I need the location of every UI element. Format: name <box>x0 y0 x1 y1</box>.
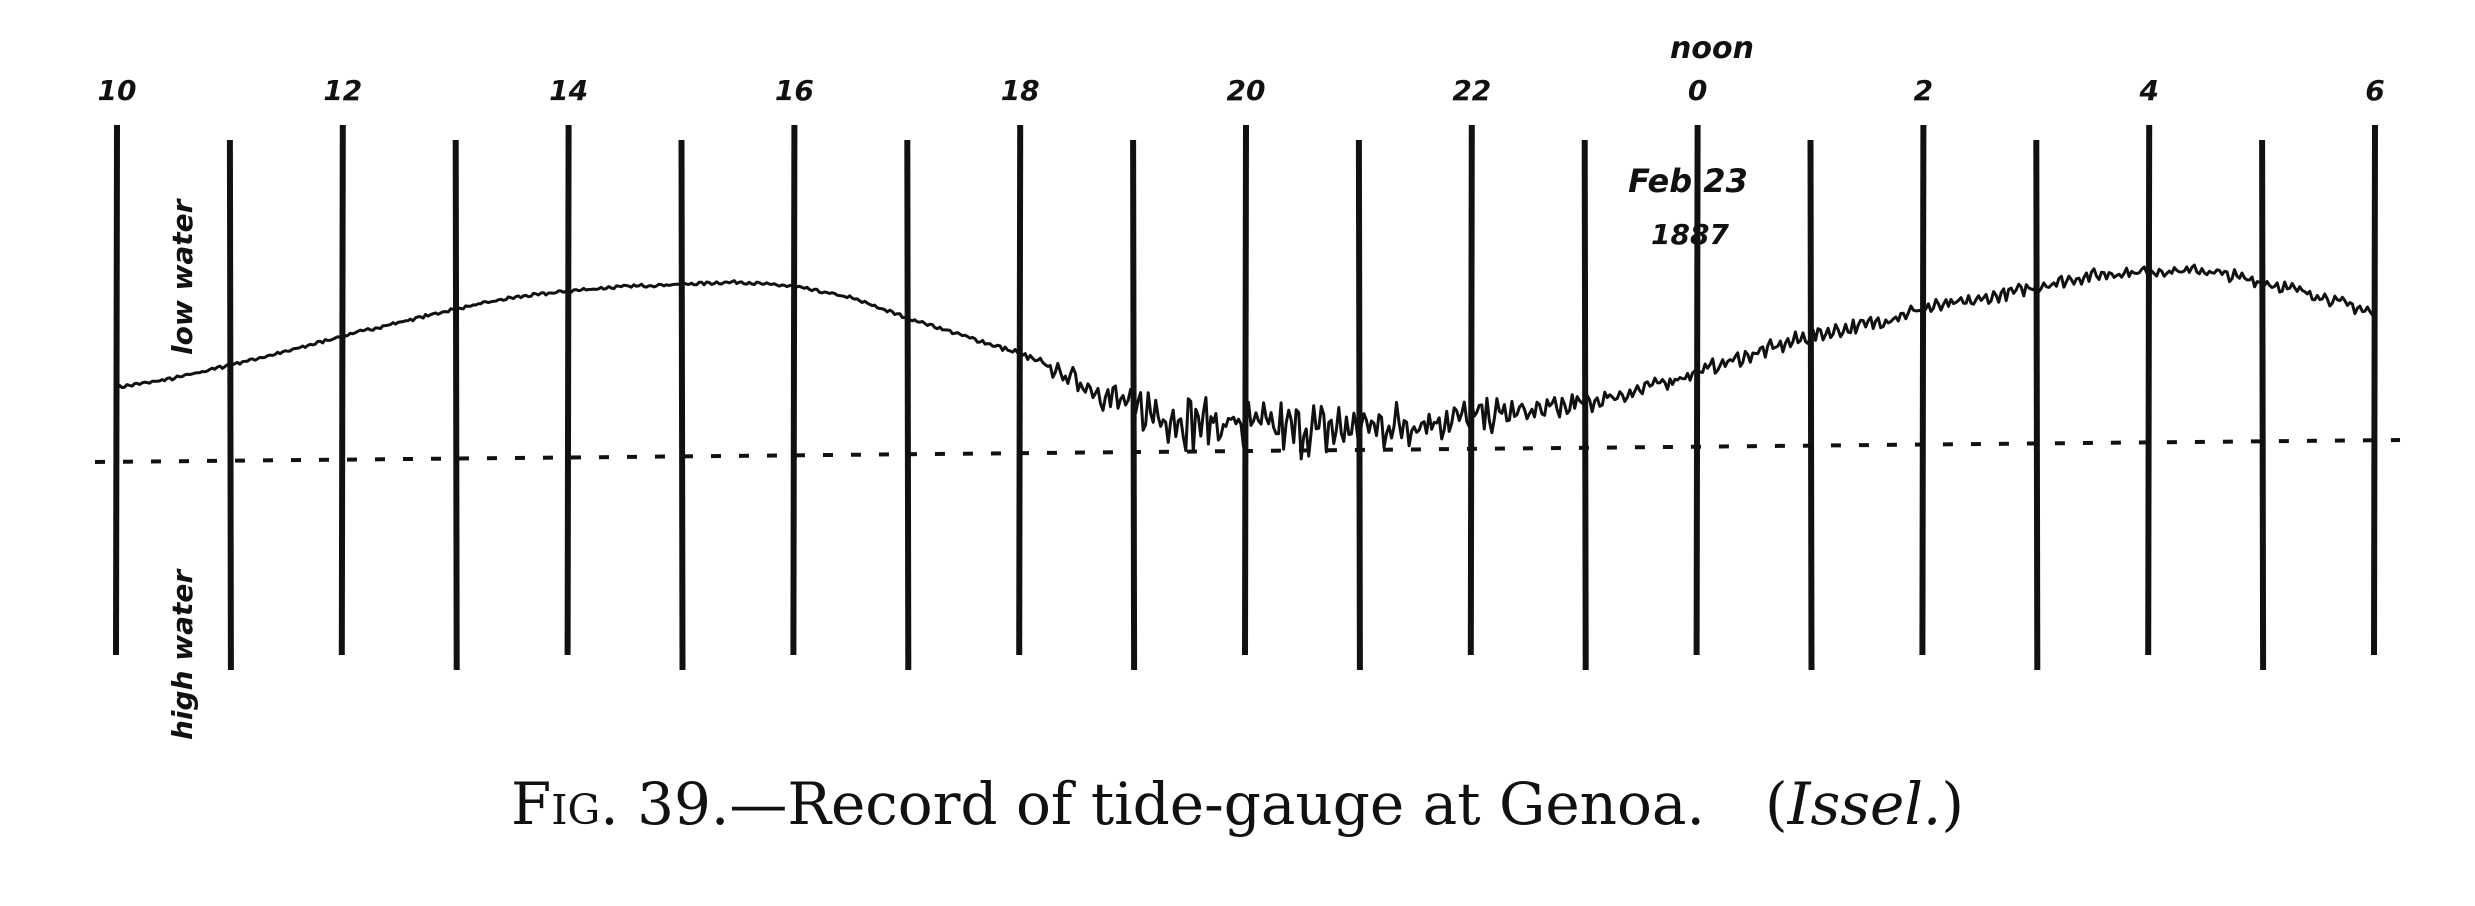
tide-trace <box>115 263 2377 461</box>
figure-number: Fig. 39. <box>511 770 730 838</box>
hour-line <box>1693 124 1701 656</box>
caption-credit: (Issel.) <box>1764 770 1964 838</box>
hour-tick-label: 10 <box>98 74 137 107</box>
noon-label: noon <box>1670 31 1754 66</box>
hour-line <box>678 139 686 671</box>
hour-line <box>1355 139 1363 671</box>
hour-line <box>790 124 798 656</box>
hour-tick-label: 16 <box>775 74 814 107</box>
hour-tick-label: 6 <box>2365 74 2384 107</box>
hour-line <box>904 139 912 671</box>
hour-tick-label: 2 <box>1914 74 1933 107</box>
date-label-year: 1887 <box>1651 218 1729 251</box>
hour-line <box>2259 139 2267 671</box>
hour-line <box>338 124 346 656</box>
figure-caption: Fig. 39.—Record of tide-gauge at Genoa. (… <box>0 770 2475 838</box>
datum-line <box>94 438 2401 464</box>
hour-tick-label: 22 <box>1452 74 1491 107</box>
hour-line <box>2145 124 2153 656</box>
hour-line <box>564 124 572 656</box>
hour-line <box>226 139 234 671</box>
hour-tick-labels: 10 12 14 16 18 20 22 0 2 4 6 <box>98 74 2385 107</box>
high-water-label: high water <box>166 568 199 740</box>
hour-tick-label: 4 <box>2138 74 2158 107</box>
hour-gridlines <box>113 124 2378 671</box>
hour-line <box>2371 124 2378 656</box>
hour-line <box>1242 124 1249 656</box>
hour-tick-label: 18 <box>1001 74 1040 107</box>
hour-tick-label: 0 <box>1688 74 1707 107</box>
hour-line <box>1016 124 1024 656</box>
hour-line <box>1807 139 1815 671</box>
hour-line <box>113 124 120 656</box>
hour-tick-label: 20 <box>1227 74 1266 107</box>
hour-tick-label: 14 <box>549 74 588 107</box>
date-label-day: Feb 23 <box>1628 162 1748 200</box>
low-water-label: low water <box>166 197 199 355</box>
hour-line <box>452 139 460 671</box>
hour-line <box>1467 124 1475 656</box>
hour-line <box>2033 139 2041 671</box>
caption-text: —Record of tide-gauge at Genoa. <box>729 770 1705 838</box>
hour-tick-label: 12 <box>323 74 362 107</box>
hour-line <box>1919 124 1927 656</box>
hour-line <box>1581 139 1589 671</box>
